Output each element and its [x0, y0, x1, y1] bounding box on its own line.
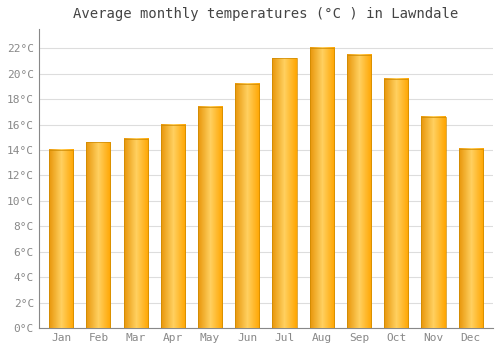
Bar: [49, 150, 73, 328]
Bar: [160, 125, 185, 328]
Title: Average monthly temperatures (°C ) in Lawndale: Average monthly temperatures (°C ) in La…: [74, 7, 458, 21]
Bar: [272, 58, 296, 328]
Bar: [235, 84, 260, 328]
Bar: [310, 48, 334, 328]
Bar: [458, 149, 483, 328]
Bar: [347, 55, 371, 328]
Bar: [384, 79, 408, 328]
Bar: [124, 139, 148, 328]
Bar: [422, 117, 446, 328]
Bar: [198, 107, 222, 328]
Bar: [86, 142, 110, 328]
